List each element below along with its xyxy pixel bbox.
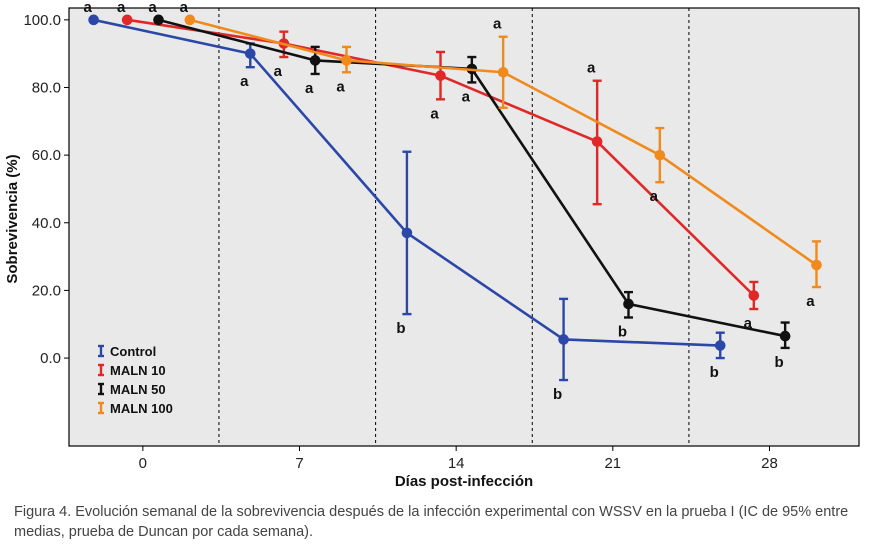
data-point [654,149,666,161]
significance-letter: a [83,0,92,16]
y-axis-title: Sobrevivencia (%) [4,154,21,283]
data-point [88,14,99,26]
significance-letter: a [148,0,157,16]
y-tick-label: 100.0 [23,12,61,29]
data-point [184,14,196,26]
y-tick-label: 60.0 [32,147,61,164]
significance-letter: a [430,105,439,122]
significance-letter: a [117,0,126,16]
legend: Control MALN 10 MALN 50 MALN 100 [98,344,173,416]
y-tick-label: 80.0 [32,79,61,96]
significance-letter: a [744,315,753,332]
x-tick-label: 14 [448,455,465,472]
significance-letter: a [240,73,249,90]
data-point [714,340,726,351]
significance-letter: a [462,88,471,105]
data-point [497,66,509,78]
legend-label: MALN 50 [110,382,166,397]
significance-letter: a [274,63,283,80]
significance-letter: b [396,320,405,337]
data-point [435,70,446,81]
data-point [341,55,352,66]
significance-letter: a [650,188,659,205]
plot-area [68,7,860,447]
significance-letter: a [587,60,596,77]
x-axis: 0 7 14 21 28 [139,446,778,472]
data-point [153,14,164,26]
x-tick-label: 21 [604,455,621,472]
y-tick-label: 20.0 [32,282,61,299]
x-axis-title: Días post-infección [395,473,533,490]
y-tick-label: 40.0 [32,215,61,232]
y-tick-label: 0.0 [40,350,61,367]
data-point [811,259,822,271]
legend-label: MALN 100 [110,401,173,416]
significance-letter: a [493,16,502,33]
series-layer: a a b b b a a a a a a a a b b a a a a a [83,0,822,403]
data-point [309,55,321,66]
data-point [558,334,569,345]
significance-letter: a [305,80,314,97]
significance-letter: b [618,323,627,340]
data-point [121,14,133,26]
series-control: a a b b b [83,0,726,403]
data-point [779,330,791,342]
data-point [748,290,760,301]
data-point [591,136,603,147]
data-point [623,298,634,310]
x-tick-label: 28 [761,455,778,472]
figure-caption: Figura 4. Evolución semanal de la sobrev… [14,504,849,540]
data-point [244,48,256,59]
significance-letter: b [553,386,562,403]
x-tick-label: 0 [139,455,147,472]
significance-letter: a [336,78,345,95]
legend-label: MALN 10 [110,363,166,378]
legend-label: Control [110,344,156,359]
significance-letter: b [775,354,784,371]
x-tick-label: 7 [295,455,303,472]
y-axis: 0.0 20.0 40.0 60.0 80.0 100.0 [23,12,69,367]
week-separators [218,8,690,446]
significance-letter: b [710,364,719,381]
significance-letter: a [806,293,815,310]
series-maln-100: a a a a a [180,0,822,310]
significance-letter: a [180,0,189,16]
data-point [401,227,413,239]
